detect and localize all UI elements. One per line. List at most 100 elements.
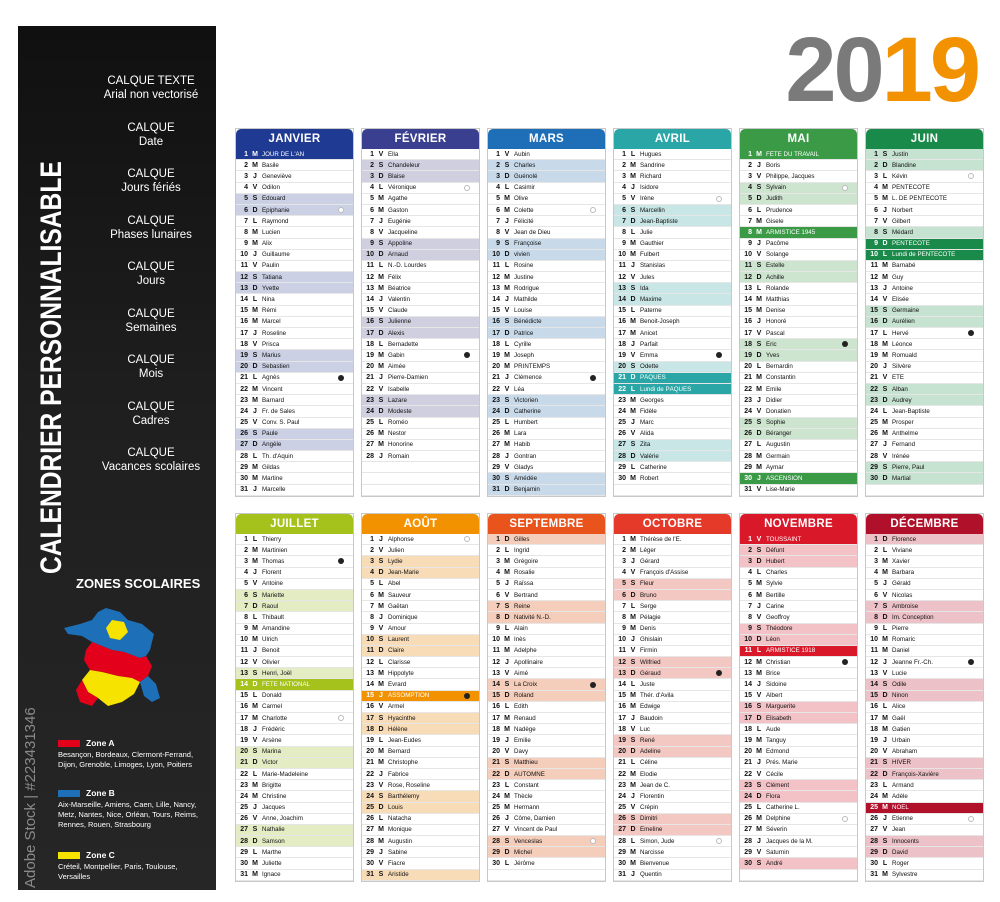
month-5: JUIN 1 S Justin 2 D Blandine 3 L Kévin 4 M PENTECÔTE… <box>865 128 984 497</box>
day-number: 8 <box>244 228 248 236</box>
day-number: 21 <box>618 759 626 767</box>
day-row: 1 L Thierry <box>236 534 353 546</box>
weekday-letter: V <box>630 804 636 812</box>
day-number: 12 <box>744 273 752 281</box>
saint-name: Fabrice <box>388 770 409 778</box>
weekday-letter: L <box>630 681 636 689</box>
month-days: 1 V Ella 2 S Chandeleur 3 D Blaise 4 L Véronique 5 M A… <box>362 149 479 496</box>
weekday-letter: L <box>882 860 888 868</box>
day-number: 23 <box>744 396 752 404</box>
weekday-letter: M <box>504 636 510 644</box>
weekday-letter: S <box>882 681 888 689</box>
day-row: 18 J Frédéric <box>236 724 353 736</box>
day-row: 23 D Audrey <box>866 395 983 407</box>
day-number: 15 <box>870 692 878 700</box>
weekday-letter: M <box>252 557 258 565</box>
day-number: 12 <box>366 658 374 666</box>
month-header: AVRIL <box>614 129 731 149</box>
weekday-letter: S <box>504 681 510 689</box>
day-number: 4 <box>496 569 500 577</box>
day-row: 22 J Fabrice <box>362 769 479 781</box>
weekday-letter: V <box>504 826 510 834</box>
day-row: 12 M Guy <box>866 272 983 284</box>
day-row: 11 V Firmin <box>614 646 731 658</box>
day-row: 23 M Jean de C. <box>614 780 731 792</box>
saint-name: Augustin <box>766 441 791 449</box>
saint-name: Stanislas <box>640 262 666 270</box>
day-row: 26 M Delphine <box>740 814 857 825</box>
day-number: 9 <box>874 625 878 633</box>
day-row: 9 S Théodore <box>740 623 857 635</box>
saint-name: Hippolyte <box>388 669 414 677</box>
saint-name: Gérald <box>892 580 911 588</box>
saint-name: Guénolé <box>514 172 538 180</box>
empty-row <box>362 462 479 474</box>
day-number: 8 <box>370 228 374 236</box>
day-number: 26 <box>870 815 878 823</box>
weekday-letter: D <box>882 770 888 778</box>
saint-name: Prosper <box>892 419 914 427</box>
weekday-letter: S <box>756 184 762 192</box>
day-row: 1 V Aubin <box>488 149 605 161</box>
weekday-letter: D <box>378 251 384 259</box>
weekday-letter: M <box>756 217 762 225</box>
day-number: 25 <box>870 419 878 427</box>
saint-name: Rose, Roseline <box>388 781 430 789</box>
saint-name: Honorine <box>388 441 414 449</box>
saint-name: Nadège <box>514 725 536 733</box>
day-number: 5 <box>874 195 878 203</box>
saint-name: Christophe <box>388 759 418 767</box>
day-number: 2 <box>874 546 878 554</box>
weekday-letter: L <box>252 374 258 382</box>
weekday-letter: V <box>882 452 888 460</box>
saint-name: Bernard <box>388 748 411 756</box>
saint-name: Davy <box>514 748 529 756</box>
day-row: 10 M Inès <box>488 635 605 646</box>
saint-name: Pierre <box>892 625 909 633</box>
saint-name: Hubert <box>766 557 785 565</box>
day-number: 11 <box>492 647 500 655</box>
saint-name: Solange <box>766 251 789 259</box>
weekday-letter: J <box>757 759 761 767</box>
weekday-letter: M <box>756 307 762 315</box>
saint-name: Armand <box>892 781 914 789</box>
day-number: 16 <box>870 703 878 711</box>
day-row: 1 J Alphonse <box>362 534 479 546</box>
day-row: 18 S Eric <box>740 339 857 351</box>
saint-name: Paule <box>262 430 278 438</box>
day-number: 31 <box>366 871 374 879</box>
saint-name: Raïssa <box>514 580 534 588</box>
day-number: 4 <box>370 184 374 192</box>
weekday-letter: S <box>630 206 636 214</box>
day-row: 22 D François-Xavière <box>866 768 983 781</box>
day-number: 18 <box>366 725 374 733</box>
weekday-letter: D <box>378 647 384 655</box>
day-number: 25 <box>240 419 248 427</box>
day-number: 11 <box>366 262 374 270</box>
day-row: 8 J Dominique <box>362 612 479 624</box>
day-number: 6 <box>370 591 374 599</box>
day-row: 29 M Narcisse <box>614 847 731 859</box>
weekday-letter: S <box>504 161 510 169</box>
saint-name: Louise <box>514 307 533 315</box>
day-row: 3 J Geneviève <box>236 171 353 183</box>
month-header: SEPTEMBRE <box>488 514 605 534</box>
day-row: 5 D Judith <box>740 193 857 205</box>
month-days: 1 D Gilles 2 L Ingrid 3 M Grégoire 4 M Rosalie 5 J Raï… <box>488 534 605 881</box>
weekday-letter: D <box>630 591 636 599</box>
day-number: 22 <box>744 770 752 778</box>
day-row: 26 V Alida <box>614 429 731 440</box>
weekday-letter: M <box>378 441 384 449</box>
saint-name: FÊTE NATIONAL <box>262 681 311 689</box>
saint-name: Laurent <box>388 636 409 644</box>
weekday-letter: D <box>882 613 888 621</box>
saint-name: Bruno <box>640 591 657 599</box>
weekday-letter: J <box>379 296 383 304</box>
weekday-letter: J <box>883 363 887 371</box>
day-row: 30 L Jérôme <box>488 858 605 870</box>
weekday-letter: S <box>756 262 762 270</box>
day-number: 15 <box>618 307 626 315</box>
day-number: 7 <box>874 217 878 225</box>
day-number: 4 <box>874 184 878 192</box>
day-row: 7 J Carine <box>740 601 857 613</box>
